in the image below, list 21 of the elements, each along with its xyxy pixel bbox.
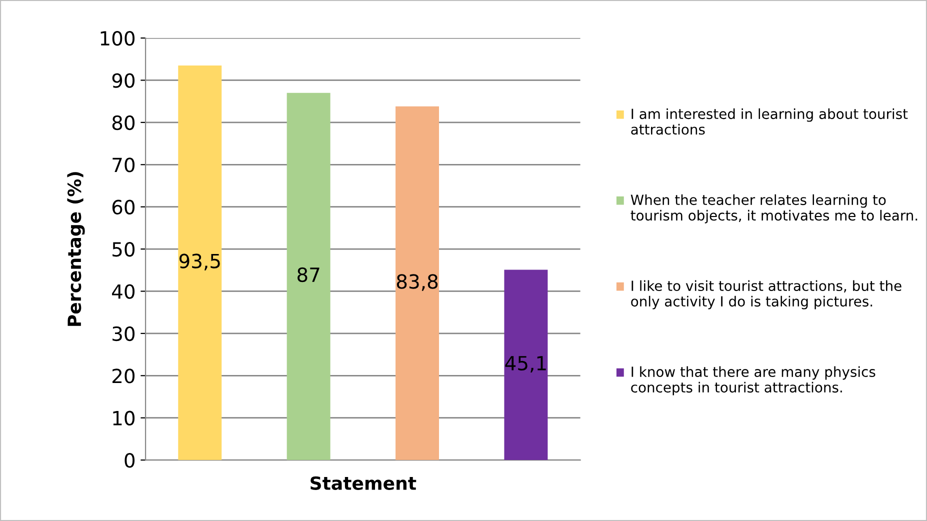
data-label: 45,1 [505,356,546,373]
y-tick-label: 50 [112,242,135,257]
legend-label: I like to visit tourist attractions, but the only activity I do is taking pictures. [631,280,902,310]
y-tick-label: 0 [124,453,135,468]
x-axis-title: Statement [310,476,416,490]
y-tick-label: 60 [112,200,135,214]
y-tick-label: 10 [113,410,135,426]
y-tick-label: 80 [112,115,135,130]
y-axis-title: Percentage (%) [67,172,85,326]
legend-label: When the teacher relates learning to tourism objects, it motivates me to learn. [630,194,918,224]
data-label: 93,5 [179,254,220,270]
y-tick-label: 20 [112,368,135,384]
y-tick-label: 30 [112,326,135,342]
data-label: 87 [298,267,320,282]
y-tick-label: 90 [112,73,135,88]
legend-label: I know that there are many physics concepts in tourist attractions. [631,366,876,396]
legend-label: I am interested in learning about tourist attractions [631,108,908,135]
y-tick-label: 100 [100,30,135,46]
y-tick-label: 40 [112,284,135,299]
y-tick-label: 70 [112,158,135,172]
data-label: 83,8 [396,274,438,291]
